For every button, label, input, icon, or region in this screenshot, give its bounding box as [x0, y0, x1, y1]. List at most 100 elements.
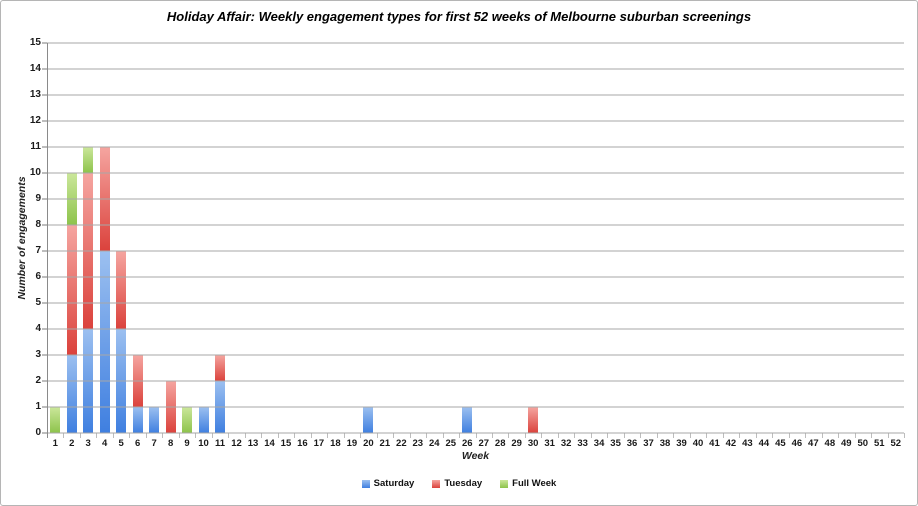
x-axis-tick: [79, 433, 81, 438]
x-tick-label: 11: [215, 438, 226, 449]
x-tick-label: 42: [725, 438, 737, 449]
x-axis-tick: [772, 433, 774, 438]
x-axis-tick: [244, 433, 246, 438]
x-tick-label: 24: [429, 438, 440, 449]
x-tick-label: 29: [511, 438, 522, 449]
x-tick-label: 40: [692, 438, 704, 449]
x-axis-tick: [557, 433, 559, 438]
x-axis-tick: [541, 433, 543, 438]
x-tick-label: 45: [775, 438, 786, 449]
legend-item-saturday: Saturday: [361, 478, 415, 489]
x-tick-label: 48: [824, 438, 836, 449]
y-axis-tick: [42, 250, 47, 252]
x-tick-label: 28: [494, 438, 506, 449]
x-axis-tick: [63, 433, 65, 438]
x-tick-label: 17: [313, 438, 325, 449]
y-tick-label: 1: [35, 401, 41, 412]
x-axis-tick: [442, 433, 444, 438]
x-axis-tick: [393, 433, 395, 438]
x-axis-tick: [805, 433, 807, 438]
y-axis-tick: [42, 224, 47, 226]
x-tick-label: 6: [134, 438, 141, 449]
x-axis-tick: [228, 433, 230, 438]
bar-segment-saturday: [363, 407, 374, 433]
x-tick-label: 25: [445, 438, 457, 449]
x-axis-tick: [623, 433, 625, 438]
x-axis-tick: [261, 433, 263, 438]
bar-segment-tuesday: [83, 173, 94, 329]
x-tick-label: 4: [102, 438, 108, 449]
bar-segment-tuesday: [528, 407, 539, 433]
bar-segment-saturday: [66, 355, 77, 433]
bar-segment-saturday: [198, 407, 209, 433]
bar-segment-saturday: [83, 329, 94, 433]
x-axis-tick: [524, 433, 526, 438]
x-axis-tick: [574, 433, 576, 438]
x-axis-tick: [722, 433, 724, 438]
x-tick-label: 23: [412, 438, 424, 449]
bar-segment-tuesday: [99, 147, 110, 251]
x-axis-tick: [607, 433, 609, 438]
x-tick-label: 22: [396, 438, 407, 449]
x-axis-tick: [310, 433, 312, 438]
x-axis-tick: [162, 433, 164, 438]
y-axis-tick: [42, 406, 47, 408]
legend-swatch: [500, 479, 509, 488]
bar-segment-tuesday: [132, 355, 143, 407]
x-tick-label: 2: [69, 438, 75, 449]
y-axis-tick: [42, 198, 47, 200]
legend-label: Full Week: [512, 478, 557, 489]
x-axis-tick: [656, 433, 658, 438]
x-tick-label: 33: [577, 438, 588, 449]
bar-segment-full-week: [66, 173, 77, 225]
bars-layer: [47, 43, 904, 433]
y-tick-label: 6: [35, 271, 41, 282]
x-axis-tick: [211, 433, 213, 438]
y-axis-tick: [42, 380, 47, 382]
x-axis-tick: [904, 433, 905, 438]
x-tick-label: 1: [52, 438, 58, 449]
bar-segment-full-week: [50, 407, 61, 433]
x-tick-label: 8: [167, 438, 174, 449]
x-tick-label: 47: [808, 438, 819, 449]
legend-item-full-week: Full Week: [500, 478, 556, 489]
x-axis-tick: [673, 433, 675, 438]
x-tick-label: 51: [873, 438, 885, 449]
legend-label: Saturday: [373, 478, 415, 489]
x-tick-label: 52: [890, 438, 902, 449]
y-tick-label: 0: [35, 427, 41, 438]
x-tick-label: 50: [857, 438, 869, 449]
x-axis-tick: [459, 433, 461, 438]
y-tick-label: 4: [35, 323, 41, 334]
x-axis-tick: [376, 433, 378, 438]
legend: Saturday Tuesday Full Week: [1, 478, 917, 489]
y-axis-tick: [42, 146, 47, 148]
y-tick-label: 14: [29, 63, 41, 74]
y-axis-tick: [42, 302, 47, 304]
x-axis-tick: [887, 433, 889, 438]
x-axis-tick: [689, 433, 691, 438]
x-axis-tick: [788, 433, 790, 438]
bar-segment-tuesday: [165, 381, 176, 433]
legend-swatch: [432, 479, 441, 488]
x-tick-label: 18: [330, 438, 341, 449]
bar-segment-tuesday: [116, 251, 127, 329]
x-axis-tick: [178, 433, 180, 438]
y-tick-label: 13: [29, 89, 41, 100]
x-axis-tick: [360, 433, 362, 438]
x-axis-tick: [838, 433, 840, 438]
legend-swatch: [361, 479, 370, 488]
bar-segment-saturday: [149, 407, 160, 433]
x-tick-label: 44: [758, 438, 770, 449]
x-axis-tick: [821, 433, 823, 438]
y-tick-label: 5: [35, 297, 41, 308]
y-axis-tick: [42, 328, 47, 330]
x-axis-tick: [755, 433, 757, 438]
x-axis-tick: [640, 433, 642, 438]
x-tick-label: 46: [791, 438, 803, 449]
y-axis-tick: [42, 120, 47, 122]
x-tick-label: 21: [379, 438, 391, 449]
x-axis-tick: [409, 433, 411, 438]
chart-title: Holiday Affair: Weekly engagement types …: [166, 9, 752, 24]
bar-segment-saturday: [99, 251, 110, 433]
